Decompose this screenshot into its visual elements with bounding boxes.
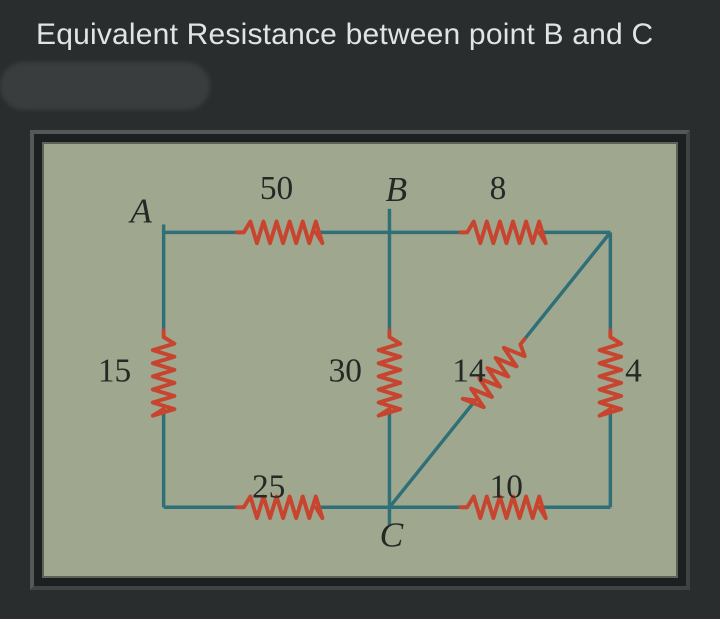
resistor-label-r30: 30 [329, 353, 362, 390]
resistor-r15 [153, 232, 175, 507]
circuit-svg: 50 8 15 30 4 25 10 14 A B C [44, 144, 676, 576]
resistor-r8 [389, 222, 610, 244]
page-title: Equivalent Resistance between point B an… [36, 18, 653, 52]
label-layer: 50 8 15 30 4 25 10 14 A B C [98, 170, 642, 555]
redaction-smudge [0, 62, 210, 110]
resistor-layer [153, 222, 621, 519]
resistor-label-r4: 4 [625, 353, 642, 390]
resistor-r50 [164, 222, 390, 244]
page-root: Equivalent Resistance between point B an… [0, 0, 720, 619]
resistor-label-r8: 8 [490, 170, 507, 207]
resistor-label-r50: 50 [260, 170, 293, 207]
diagram-canvas: 50 8 15 30 4 25 10 14 A B C [42, 142, 678, 578]
resistor-r30 [379, 232, 401, 507]
resistor-label-r15: 15 [98, 353, 131, 390]
resistor-r4 [600, 232, 622, 507]
node-label-A: A [128, 192, 152, 231]
resistor-label-r25: 25 [252, 468, 285, 505]
diagram-panel: 50 8 15 30 4 25 10 14 A B C [30, 130, 690, 590]
resistor-label-r10: 10 [490, 468, 523, 505]
node-label-B: B [386, 170, 408, 209]
resistor-label-r14: 14 [452, 353, 486, 390]
node-label-C: C [380, 516, 404, 555]
